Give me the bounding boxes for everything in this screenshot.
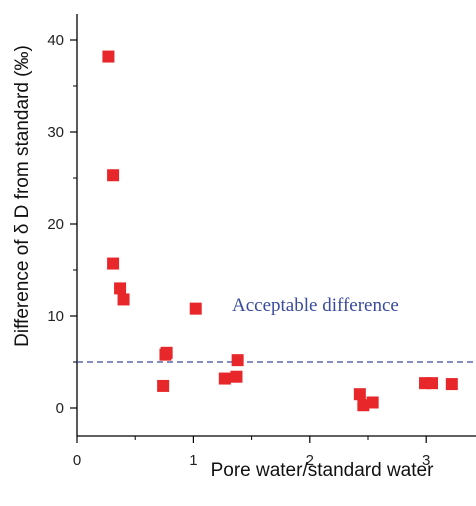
data-point (366, 396, 379, 409)
data-point (230, 370, 243, 383)
data-point (189, 302, 202, 315)
data-point (357, 399, 370, 412)
data-points (102, 50, 458, 412)
data-point (160, 346, 173, 359)
y-tick-label: 20 (47, 216, 64, 233)
acceptable-difference-label: Acceptable difference (232, 295, 399, 316)
data-point (426, 377, 439, 390)
ticks (70, 39, 427, 443)
x-tick-label: 3 (422, 452, 430, 469)
data-point (157, 379, 170, 392)
x-tick-label: 2 (306, 452, 314, 469)
x-tick-label: 1 (189, 452, 197, 469)
y-axis-label: Difference of δ D from standard (‰) (12, 45, 33, 347)
y-tick-label: 40 (47, 32, 64, 49)
y-tick-label: 0 (56, 400, 64, 417)
axes (76, 14, 476, 437)
x-tick-label: 0 (73, 452, 81, 469)
y-tick-label: 30 (47, 124, 64, 141)
x-axis-label: Pore water/standard water (211, 460, 435, 481)
data-point (445, 378, 458, 391)
data-point (231, 354, 244, 367)
data-point (107, 169, 120, 182)
data-point (353, 388, 366, 401)
data-point (102, 50, 115, 63)
data-point (114, 282, 127, 295)
data-point (107, 257, 120, 270)
data-point (117, 293, 130, 306)
data-point (218, 372, 231, 385)
y-tick-label: 10 (47, 308, 64, 325)
